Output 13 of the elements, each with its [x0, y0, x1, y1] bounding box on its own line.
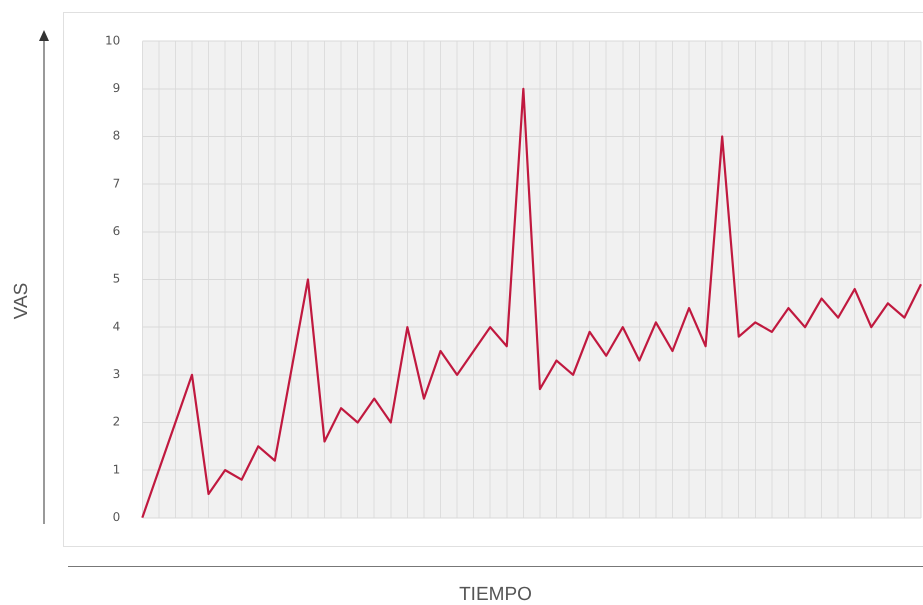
y-tick-label: 6	[112, 224, 120, 238]
y-tick-label: 0	[112, 510, 120, 524]
y-tick-label: 10	[104, 33, 120, 48]
y-tick-label: 3	[112, 366, 120, 381]
y-tick-label: 8	[112, 128, 120, 143]
y-tick-label: 4	[112, 319, 120, 334]
y-tick-label: 1	[112, 462, 120, 476]
y-axis-title: VAS	[11, 282, 33, 322]
x-axis-title: TIEMPO	[458, 584, 533, 605]
y-tick-label: 9	[112, 80, 120, 95]
y-tick-label: 2	[112, 414, 120, 429]
y-tick-label: 5	[112, 272, 120, 286]
y-tick-label: 7	[112, 176, 120, 190]
